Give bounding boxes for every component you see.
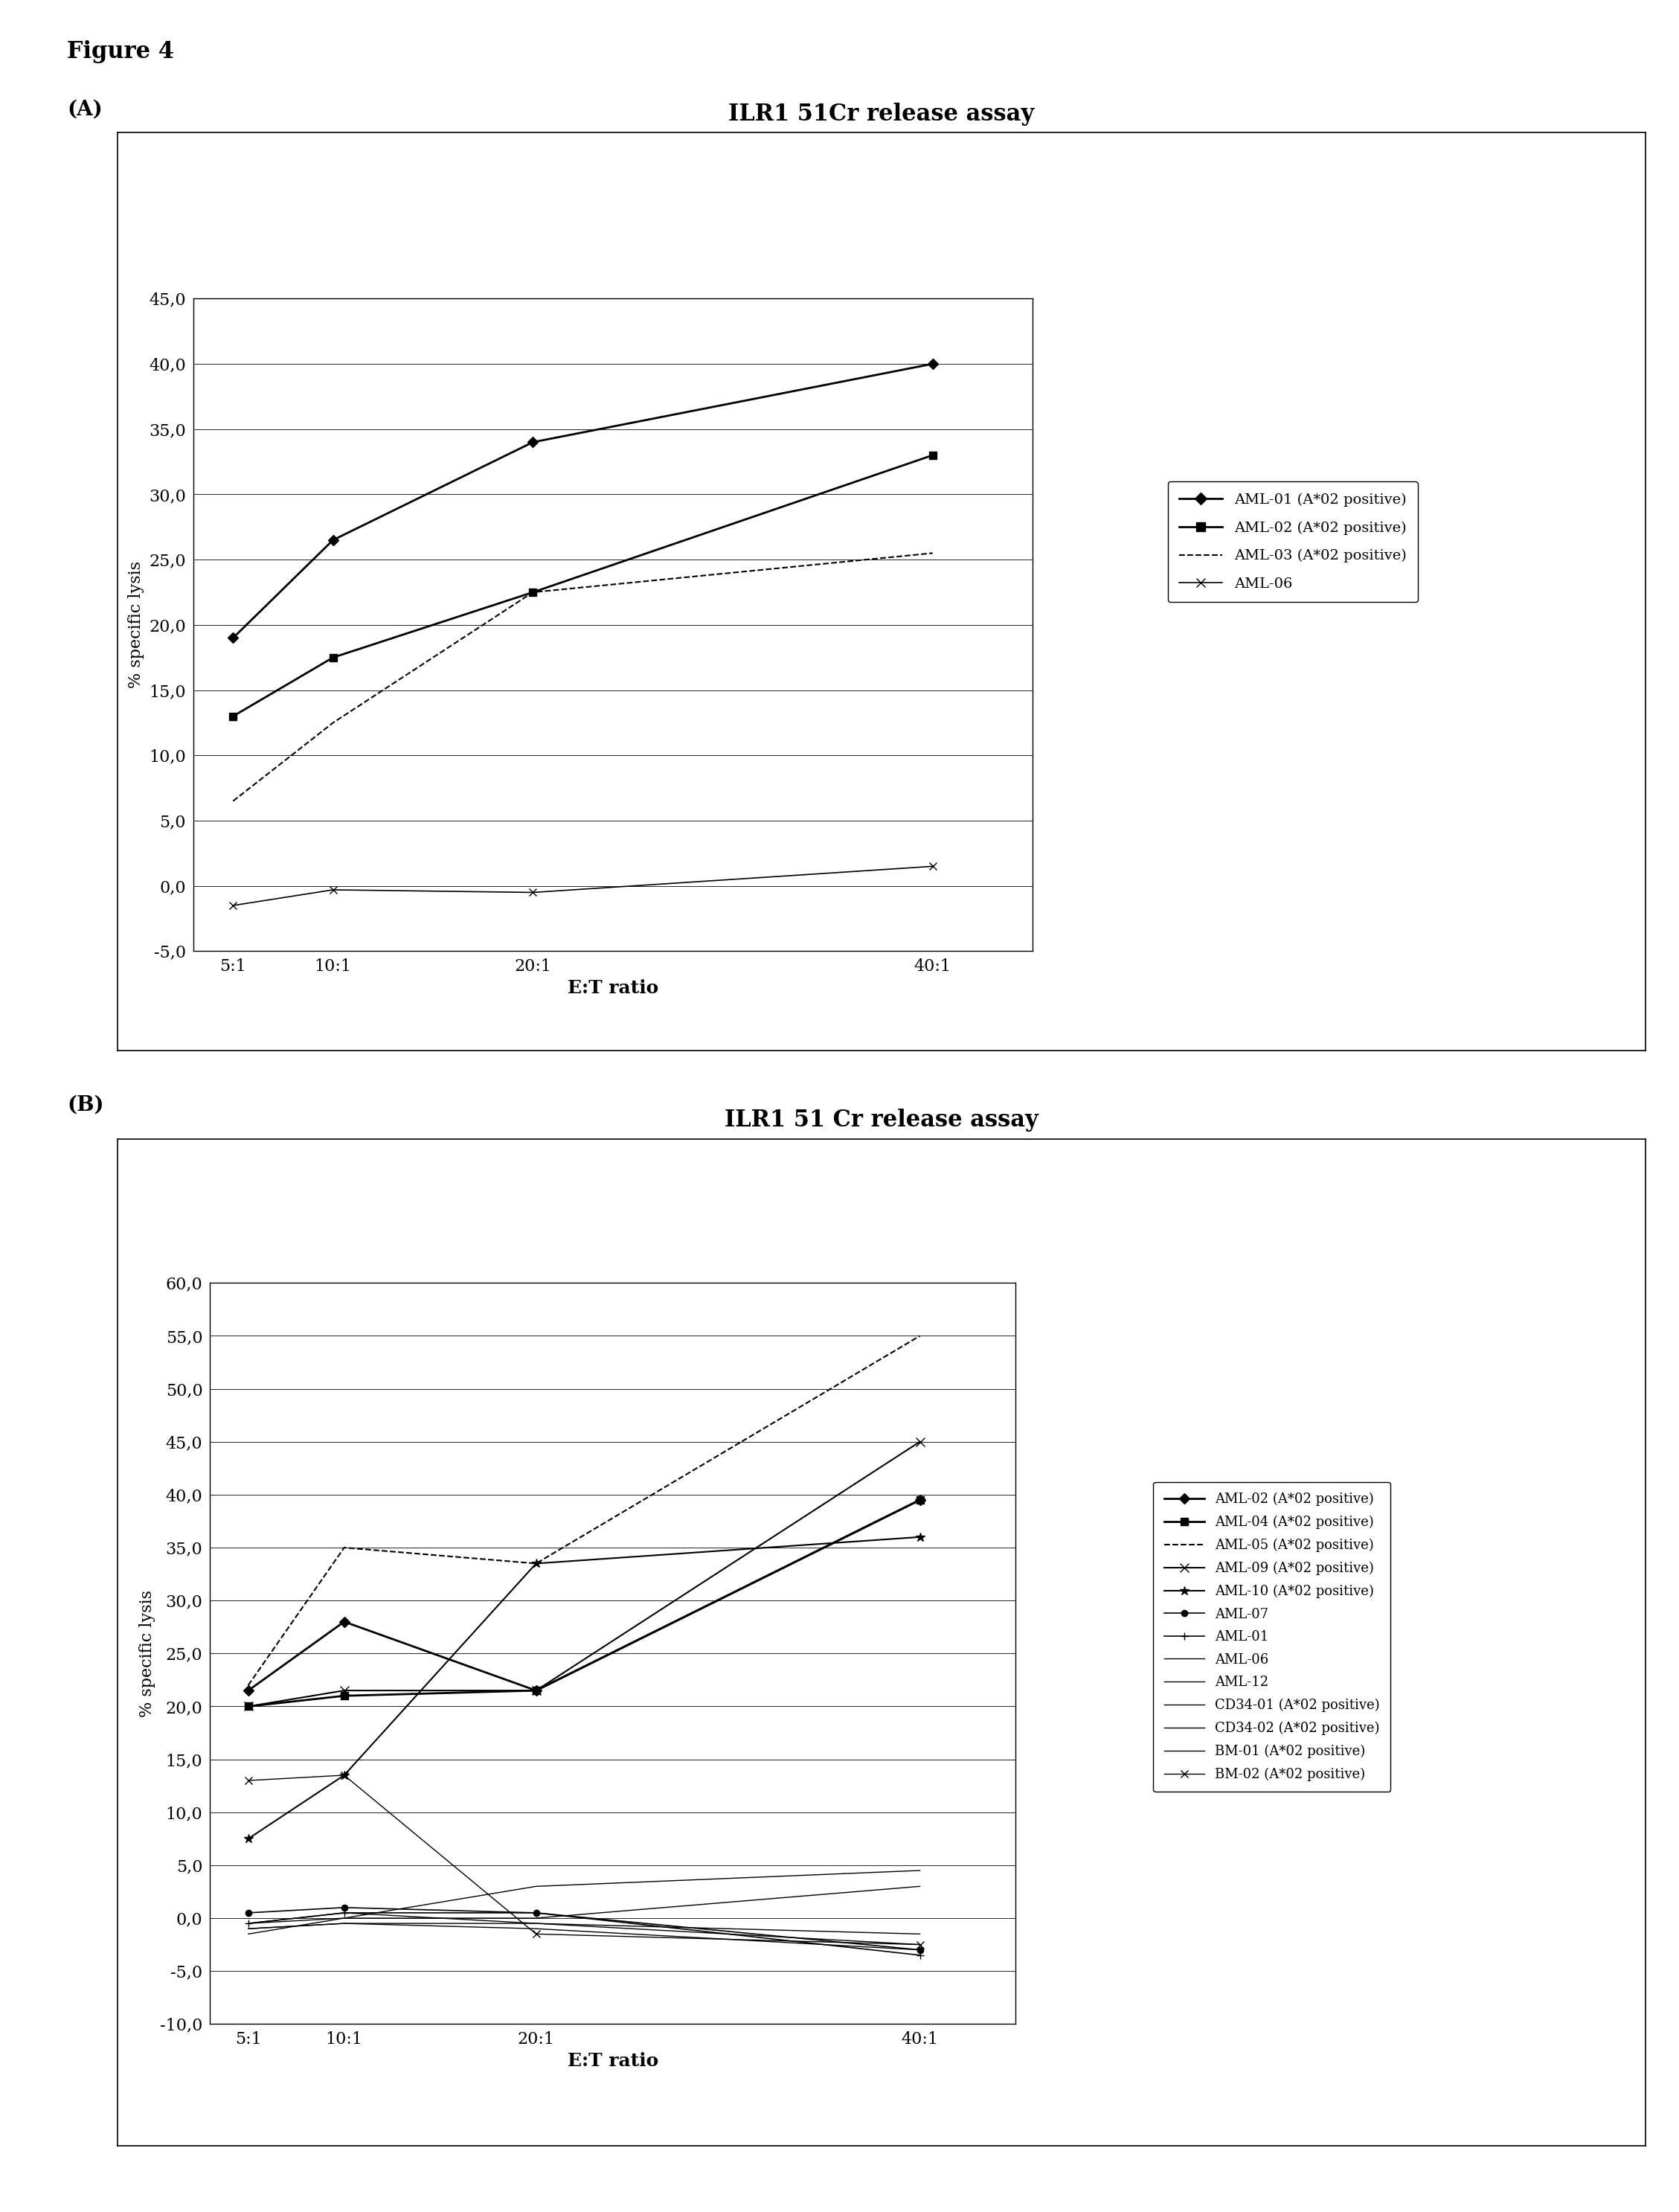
Legend: AML-01 (A*02 positive), AML-02 (A*02 positive), AML-03 (A*02 positive), AML-06: AML-01 (A*02 positive), AML-02 (A*02 pos… (1167, 482, 1419, 602)
X-axis label: E:T ratio: E:T ratio (568, 980, 658, 998)
Title: ILR1 51 Cr release assay: ILR1 51 Cr release assay (725, 1108, 1038, 1133)
Text: (A): (A) (67, 100, 102, 119)
Y-axis label: % specific lysis: % specific lysis (128, 562, 144, 688)
Text: (B): (B) (67, 1095, 104, 1115)
Title: ILR1 51Cr release assay: ILR1 51Cr release assay (729, 102, 1034, 126)
Y-axis label: % specific lysis: % specific lysis (139, 1590, 156, 1717)
Text: Figure 4: Figure 4 (67, 40, 175, 62)
Legend: AML-02 (A*02 positive), AML-04 (A*02 positive), AML-05 (A*02 positive), AML-09 (: AML-02 (A*02 positive), AML-04 (A*02 pos… (1153, 1482, 1390, 1792)
X-axis label: E:T ratio: E:T ratio (568, 2053, 658, 2070)
